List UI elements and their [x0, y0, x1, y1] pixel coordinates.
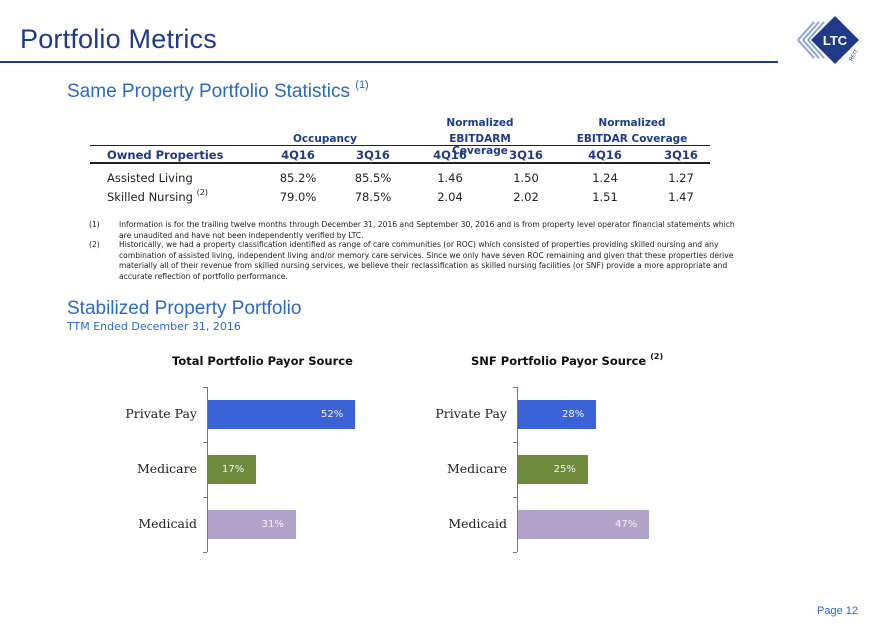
category-label: Private Pay — [125, 405, 197, 421]
logo-text: LTC — [823, 33, 848, 48]
same-property-title-text: Same Property Portfolio Statistics — [67, 81, 350, 102]
col-header-ebitdar-3q16: 3Q16 — [664, 148, 698, 162]
chart-axis-tick — [203, 387, 207, 388]
row-label-skilled-nursing: Skilled Nursing (2) — [107, 188, 208, 204]
title-rule — [0, 61, 778, 63]
page-number: Page 12 — [817, 605, 858, 617]
table-cell: 1.51 — [592, 190, 618, 204]
bar-medicaid — [208, 510, 296, 539]
bar-medicaid — [518, 510, 649, 539]
same-property-title-note: (1) — [355, 79, 369, 91]
table-header-rule — [90, 162, 710, 164]
bar-value-label: 17% — [222, 463, 245, 475]
category-label: Medicare — [136, 460, 197, 476]
table-top-rule — [90, 145, 710, 146]
table-cell: 78.5% — [354, 190, 392, 204]
category-label: Medicaid — [448, 515, 507, 531]
ltc-reit-logo: LTC REIT — [784, 14, 864, 66]
table-cell: 79.0% — [279, 190, 317, 204]
col-header-ebitdarm-3q16: 3Q16 — [509, 148, 543, 162]
bar-private-pay — [208, 400, 355, 429]
table-cell: 85.5% — [354, 171, 392, 185]
table-cell: 1.47 — [668, 190, 694, 204]
chart-axis-tick — [513, 442, 517, 443]
table-cell: 1.27 — [668, 171, 694, 185]
bar-private-pay — [518, 400, 597, 429]
bar-value-label: 28% — [562, 408, 585, 420]
row-label-assisted-living: Assisted Living — [107, 171, 193, 185]
chart-2-title-text: SNF Portfolio Payor Source — [471, 354, 647, 368]
bar-value-label: 52% — [321, 408, 344, 420]
table-cell: 2.02 — [513, 190, 539, 204]
bar-medicare — [518, 455, 588, 484]
bar-value-label: 47% — [615, 518, 638, 530]
occupancy-header: Occupancy — [293, 133, 357, 145]
category-label: Medicaid — [138, 515, 197, 531]
col-header-ebitdar-4q16: 4Q16 — [588, 148, 622, 162]
bar-value-label: 25% — [553, 463, 576, 475]
category-label: Medicare — [446, 460, 507, 476]
ebitdarm-header-bottom: EBITDARM Coverage — [449, 133, 511, 157]
page-title: Portfolio Metrics — [20, 24, 217, 54]
chart-axis-tick — [203, 442, 207, 443]
table-cell: 85.2% — [279, 171, 317, 185]
chart-axis — [517, 387, 518, 552]
ebitdarm-header-top: Normalized — [446, 117, 514, 129]
footnote-2-num: (2) — [89, 240, 100, 249]
bar-value-label: 31% — [261, 518, 284, 530]
chart-axis-tick — [513, 552, 517, 553]
table-cell: 1.50 — [513, 171, 539, 185]
ebitdar-header-top: Normalized — [598, 117, 666, 129]
ebitdar-header-bottom: EBITDAR Coverage — [576, 133, 688, 145]
chart-axis-tick — [513, 497, 517, 498]
table-cell: 2.04 — [437, 190, 463, 204]
category-label: Private Pay — [435, 405, 507, 421]
chart-axis-tick — [513, 387, 517, 388]
chart-1-title: Total Portfolio Payor Source — [172, 354, 353, 368]
stabilized-title: Stabilized Property Portfolio — [67, 298, 302, 319]
same-property-title: Same Property Portfolio Statistics (1) — [67, 79, 369, 103]
footnote-2-text: Historically, we had a property classifi… — [119, 240, 734, 281]
footnote-1-text: Information is for the trailing twelve m… — [119, 220, 735, 240]
chart-2-title: SNF Portfolio Payor Source (2) — [471, 352, 664, 368]
table-cell: 1.24 — [592, 171, 618, 185]
row-label-note: (2) — [196, 188, 208, 197]
col-header-owned-properties: Owned Properties — [107, 148, 224, 162]
chart-axis — [207, 387, 208, 552]
col-header-occ-4q16: 4Q16 — [281, 148, 315, 162]
col-header-occ-3q16: 3Q16 — [356, 148, 390, 162]
bar-medicare — [208, 455, 257, 484]
chart-1-title-text: Total Portfolio Payor Source — [172, 354, 353, 368]
chart-axis-tick — [203, 552, 207, 553]
logo-subtext: REIT — [848, 48, 860, 62]
chart-2-title-note: (2) — [650, 352, 664, 361]
stabilized-subtitle: TTM Ended December 31, 2016 — [67, 320, 241, 333]
row-label-text: Skilled Nursing — [107, 190, 193, 204]
table-cell: 1.46 — [437, 171, 463, 185]
chart-axis-tick — [203, 497, 207, 498]
col-header-ebitdarm-4q16: 4Q16 — [433, 148, 467, 162]
footnote-1-num: (1) — [89, 220, 100, 229]
